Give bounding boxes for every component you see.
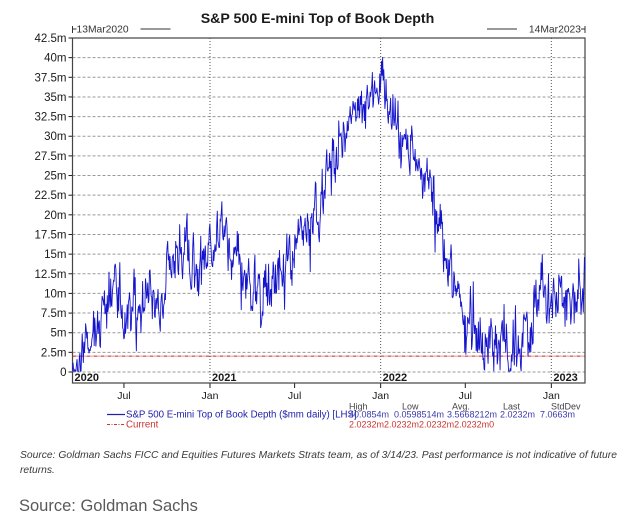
svg-text:35m: 35m — [44, 92, 66, 104]
svg-text:Jul: Jul — [288, 390, 301, 402]
svg-text:5m: 5m — [51, 328, 67, 340]
svg-text:3.5668212m: 3.5668212m — [447, 410, 497, 420]
svg-text:2.0232m: 2.0232m — [500, 410, 535, 420]
svg-text:Jul: Jul — [117, 390, 130, 402]
svg-text:Jul: Jul — [459, 390, 472, 402]
svg-text:2021: 2021 — [212, 372, 236, 384]
svg-text:15m: 15m — [44, 249, 66, 261]
svg-text:17.5m: 17.5m — [35, 229, 67, 241]
svg-text:0: 0 — [60, 367, 66, 379]
svg-text:2.5m: 2.5m — [41, 347, 67, 359]
svg-text:40.0854m: 40.0854m — [349, 410, 389, 420]
svg-text:40m: 40m — [44, 53, 66, 65]
svg-text:10m: 10m — [44, 288, 66, 300]
svg-text:20m: 20m — [44, 210, 66, 222]
svg-text:S&P 500 E-mini Top of Book Dep: S&P 500 E-mini Top of Book Depth ($mm da… — [126, 410, 357, 421]
svg-text:Jan: Jan — [202, 390, 219, 402]
svg-text:42.5m: 42.5m — [35, 33, 67, 45]
svg-text:2023: 2023 — [553, 372, 577, 384]
svg-text:37.5m: 37.5m — [35, 72, 67, 84]
svg-text:7.0663m: 7.0663m — [540, 410, 575, 420]
svg-text:12.5m: 12.5m — [35, 269, 67, 281]
svg-text:2.0232m2.0232m2.0232m2.0232m0: 2.0232m2.0232m2.0232m2.0232m0 — [349, 420, 494, 430]
svg-text:25m: 25m — [44, 171, 66, 183]
svg-text:27.5m: 27.5m — [35, 151, 67, 163]
svg-text:22.5m: 22.5m — [35, 190, 67, 202]
svg-text:Jan: Jan — [372, 390, 389, 402]
svg-text:0.0598514m: 0.0598514m — [394, 410, 444, 420]
svg-text:Jan: Jan — [543, 390, 560, 402]
svg-text:30m: 30m — [44, 131, 66, 143]
svg-text:7.5m: 7.5m — [41, 308, 67, 320]
svg-text:2022: 2022 — [383, 372, 407, 384]
svg-text:Current: Current — [126, 420, 159, 431]
svg-text:13Mar2020: 13Mar2020 — [77, 25, 129, 36]
svg-text:14Mar2023: 14Mar2023 — [529, 25, 581, 36]
svg-text:2020: 2020 — [75, 372, 99, 384]
svg-text:32.5m: 32.5m — [35, 112, 67, 124]
